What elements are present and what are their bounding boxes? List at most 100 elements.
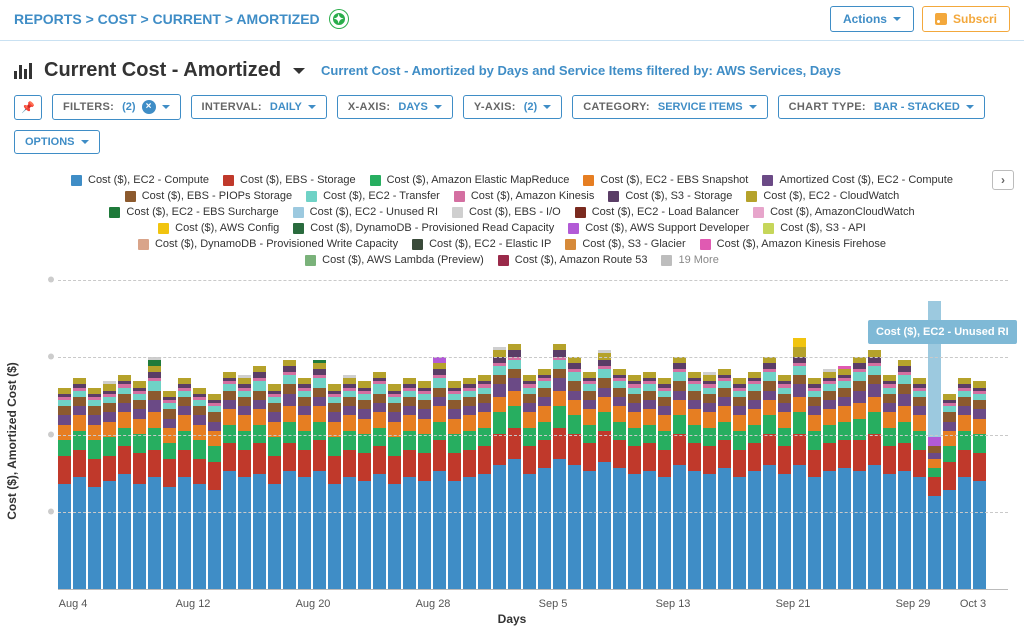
pin-button[interactable]: 📌 bbox=[14, 95, 42, 120]
legend-item[interactable]: Cost ($), Amazon Route 53 bbox=[498, 254, 648, 266]
actions-button[interactable]: Actions bbox=[830, 6, 914, 32]
legend-item[interactable]: 19 More bbox=[661, 254, 718, 266]
legend-item[interactable]: Cost ($), AWS Support Developer bbox=[568, 222, 749, 234]
bar[interactable] bbox=[898, 360, 911, 589]
bar[interactable] bbox=[433, 357, 446, 589]
bar[interactable] bbox=[613, 369, 626, 589]
legend-item[interactable]: Cost ($), EC2 - EBS Snapshot bbox=[583, 174, 748, 186]
bar[interactable] bbox=[388, 384, 401, 589]
xaxis-control[interactable]: X-AXIS: DAYS bbox=[337, 95, 453, 119]
legend-item[interactable]: Cost ($), EC2 - Unused RI bbox=[293, 206, 438, 218]
bar[interactable] bbox=[688, 372, 701, 589]
legend-item[interactable]: Cost ($), EBS - I/O bbox=[452, 206, 561, 218]
yaxis-control[interactable]: Y-AXIS: (2) bbox=[463, 95, 562, 119]
bar[interactable] bbox=[463, 378, 476, 589]
bar[interactable] bbox=[733, 378, 746, 589]
bar[interactable] bbox=[973, 381, 986, 589]
bar[interactable] bbox=[208, 394, 221, 589]
bar[interactable] bbox=[88, 388, 101, 589]
bar[interactable] bbox=[163, 391, 176, 589]
bar[interactable] bbox=[193, 388, 206, 589]
legend-item[interactable]: Cost ($), EBS - PIOPs Storage bbox=[125, 190, 292, 202]
breadcrumb-item[interactable]: COST bbox=[98, 11, 137, 27]
bar[interactable] bbox=[298, 378, 311, 589]
bar[interactable] bbox=[793, 338, 806, 589]
bar[interactable] bbox=[838, 366, 851, 589]
legend-item[interactable]: Cost ($), EC2 - Compute bbox=[71, 174, 209, 186]
bar[interactable] bbox=[253, 366, 266, 589]
bar[interactable] bbox=[763, 357, 776, 589]
legend-item[interactable]: Cost ($), EBS - Storage bbox=[223, 174, 356, 186]
legend-item[interactable]: Cost ($), S3 - API bbox=[763, 222, 866, 234]
subscribe-button[interactable]: Subscri bbox=[922, 6, 1010, 32]
bar[interactable] bbox=[658, 378, 671, 589]
bar[interactable] bbox=[853, 357, 866, 589]
bar[interactable] bbox=[778, 375, 791, 589]
bar[interactable] bbox=[643, 372, 656, 589]
legend-item[interactable]: Cost ($), AmazonCloudWatch bbox=[753, 206, 914, 218]
legend-item[interactable]: Cost ($), S3 - Storage bbox=[608, 190, 732, 202]
legend-item[interactable]: Cost ($), EC2 - CloudWatch bbox=[746, 190, 899, 202]
legend-item[interactable]: Cost ($), Amazon Elastic MapReduce bbox=[370, 174, 570, 186]
bar[interactable] bbox=[913, 378, 926, 589]
bar[interactable] bbox=[928, 301, 941, 589]
bar[interactable] bbox=[703, 372, 716, 589]
bar[interactable] bbox=[373, 372, 386, 589]
bar[interactable] bbox=[418, 381, 431, 589]
interval-control[interactable]: INTERVAL: DAILY bbox=[191, 95, 327, 119]
bar[interactable] bbox=[523, 375, 536, 589]
bar[interactable] bbox=[223, 372, 236, 589]
bar[interactable] bbox=[598, 350, 611, 589]
bar[interactable] bbox=[553, 344, 566, 589]
help-icon[interactable]: ✦ bbox=[330, 10, 348, 28]
breadcrumb-item[interactable]: REPORTS bbox=[14, 11, 82, 27]
legend-item[interactable]: Cost ($), Amazon Kinesis Firehose bbox=[700, 238, 886, 250]
bar[interactable] bbox=[478, 375, 491, 589]
bar[interactable] bbox=[538, 369, 551, 589]
bar[interactable] bbox=[403, 378, 416, 589]
filters-control[interactable]: FILTERS: (2) × bbox=[52, 94, 181, 120]
legend-item[interactable]: Amortized Cost ($), EC2 - Compute bbox=[762, 174, 953, 186]
bar[interactable] bbox=[148, 357, 161, 589]
options-control[interactable]: OPTIONS bbox=[14, 130, 100, 154]
charttype-control[interactable]: CHART TYPE: BAR - STACKED bbox=[778, 95, 985, 119]
bar[interactable] bbox=[943, 394, 956, 589]
bar[interactable] bbox=[118, 375, 131, 589]
bar[interactable] bbox=[823, 369, 836, 589]
breadcrumb-item[interactable]: AMORTIZED bbox=[236, 11, 319, 27]
bar[interactable] bbox=[583, 372, 596, 589]
bar[interactable] bbox=[358, 381, 371, 589]
bar[interactable] bbox=[508, 344, 521, 589]
legend-item[interactable]: Cost ($), Amazon Kinesis bbox=[454, 190, 595, 202]
legend-item[interactable]: Cost ($), EC2 - EBS Surcharge bbox=[109, 206, 278, 218]
bar[interactable] bbox=[283, 360, 296, 589]
category-control[interactable]: CATEGORY: SERVICE ITEMS bbox=[572, 95, 767, 119]
bar[interactable] bbox=[958, 378, 971, 589]
bar[interactable] bbox=[448, 381, 461, 589]
chevron-down-icon[interactable] bbox=[293, 68, 305, 80]
clear-filters-icon[interactable]: × bbox=[142, 100, 156, 114]
bar[interactable] bbox=[178, 378, 191, 589]
bar[interactable] bbox=[133, 381, 146, 589]
legend-item[interactable]: Cost ($), AWS Lambda (Preview) bbox=[305, 254, 484, 266]
bar[interactable] bbox=[103, 381, 116, 589]
breadcrumb-item[interactable]: CURRENT bbox=[153, 11, 221, 27]
bar[interactable] bbox=[238, 375, 251, 589]
bar[interactable] bbox=[343, 375, 356, 589]
legend-item[interactable]: Cost ($), S3 - Glacier bbox=[565, 238, 685, 250]
bar[interactable] bbox=[718, 369, 731, 589]
bar[interactable] bbox=[493, 347, 506, 589]
bar[interactable] bbox=[808, 378, 821, 589]
bar[interactable] bbox=[628, 375, 641, 589]
legend-next-button[interactable]: › bbox=[992, 170, 1014, 190]
bar[interactable] bbox=[568, 357, 581, 589]
bar[interactable] bbox=[868, 350, 881, 589]
bar[interactable] bbox=[328, 384, 341, 589]
bar[interactable] bbox=[748, 372, 761, 589]
legend-item[interactable]: Cost ($), DynamoDB - Provisioned Write C… bbox=[138, 238, 398, 250]
bar[interactable] bbox=[73, 378, 86, 589]
bar[interactable] bbox=[268, 384, 281, 589]
legend-item[interactable]: Cost ($), EC2 - Elastic IP bbox=[412, 238, 551, 250]
bar[interactable] bbox=[58, 388, 71, 589]
bar[interactable] bbox=[313, 360, 326, 589]
